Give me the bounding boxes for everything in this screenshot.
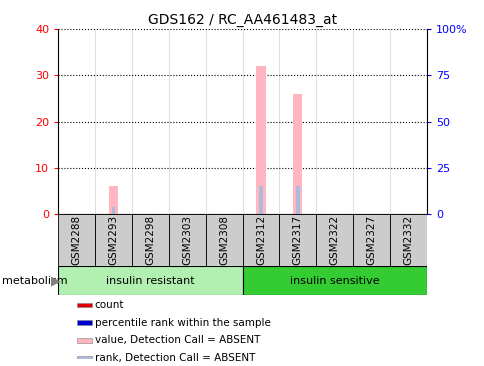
Text: GSM2298: GSM2298 [145, 215, 155, 265]
Text: count: count [94, 300, 124, 310]
Text: GSM2322: GSM2322 [329, 215, 339, 265]
Bar [95, 214, 132, 266]
Text: value, Detection Call = ABSENT: value, Detection Call = ABSENT [94, 335, 259, 346]
Bar [76, 338, 92, 343]
Bar [292, 94, 302, 214]
Bar [256, 66, 265, 214]
Bar [111, 207, 115, 214]
Bar [58, 214, 95, 266]
Bar [168, 214, 205, 266]
Bar [76, 320, 92, 325]
Bar [242, 266, 426, 295]
Text: GSM2303: GSM2303 [182, 215, 192, 265]
Text: insulin resistant: insulin resistant [106, 276, 194, 286]
Text: GSM2308: GSM2308 [219, 215, 228, 265]
Bar [389, 214, 426, 266]
Bar [132, 214, 168, 266]
Title: GDS162 / RC_AA461483_at: GDS162 / RC_AA461483_at [148, 13, 336, 27]
Text: ▶: ▶ [51, 274, 60, 287]
Bar [108, 186, 118, 214]
Text: percentile rank within the sample: percentile rank within the sample [94, 318, 270, 328]
Text: insulin sensitive: insulin sensitive [289, 276, 378, 286]
Bar [58, 266, 242, 295]
Text: GSM2332: GSM2332 [403, 215, 412, 265]
Bar [316, 214, 352, 266]
Bar [76, 303, 92, 307]
Bar [76, 356, 92, 360]
Bar [352, 214, 389, 266]
Bar [279, 214, 316, 266]
Bar [205, 214, 242, 266]
Text: GSM2327: GSM2327 [366, 215, 376, 265]
Text: GSM2288: GSM2288 [72, 215, 81, 265]
Text: GSM2317: GSM2317 [292, 215, 302, 265]
Bar [242, 214, 279, 266]
Text: GSM2312: GSM2312 [256, 215, 265, 265]
Bar [295, 186, 299, 214]
Text: metabolism: metabolism [2, 276, 68, 286]
Text: rank, Detection Call = ABSENT: rank, Detection Call = ABSENT [94, 353, 255, 363]
Bar [258, 186, 262, 214]
Text: GSM2293: GSM2293 [108, 215, 118, 265]
